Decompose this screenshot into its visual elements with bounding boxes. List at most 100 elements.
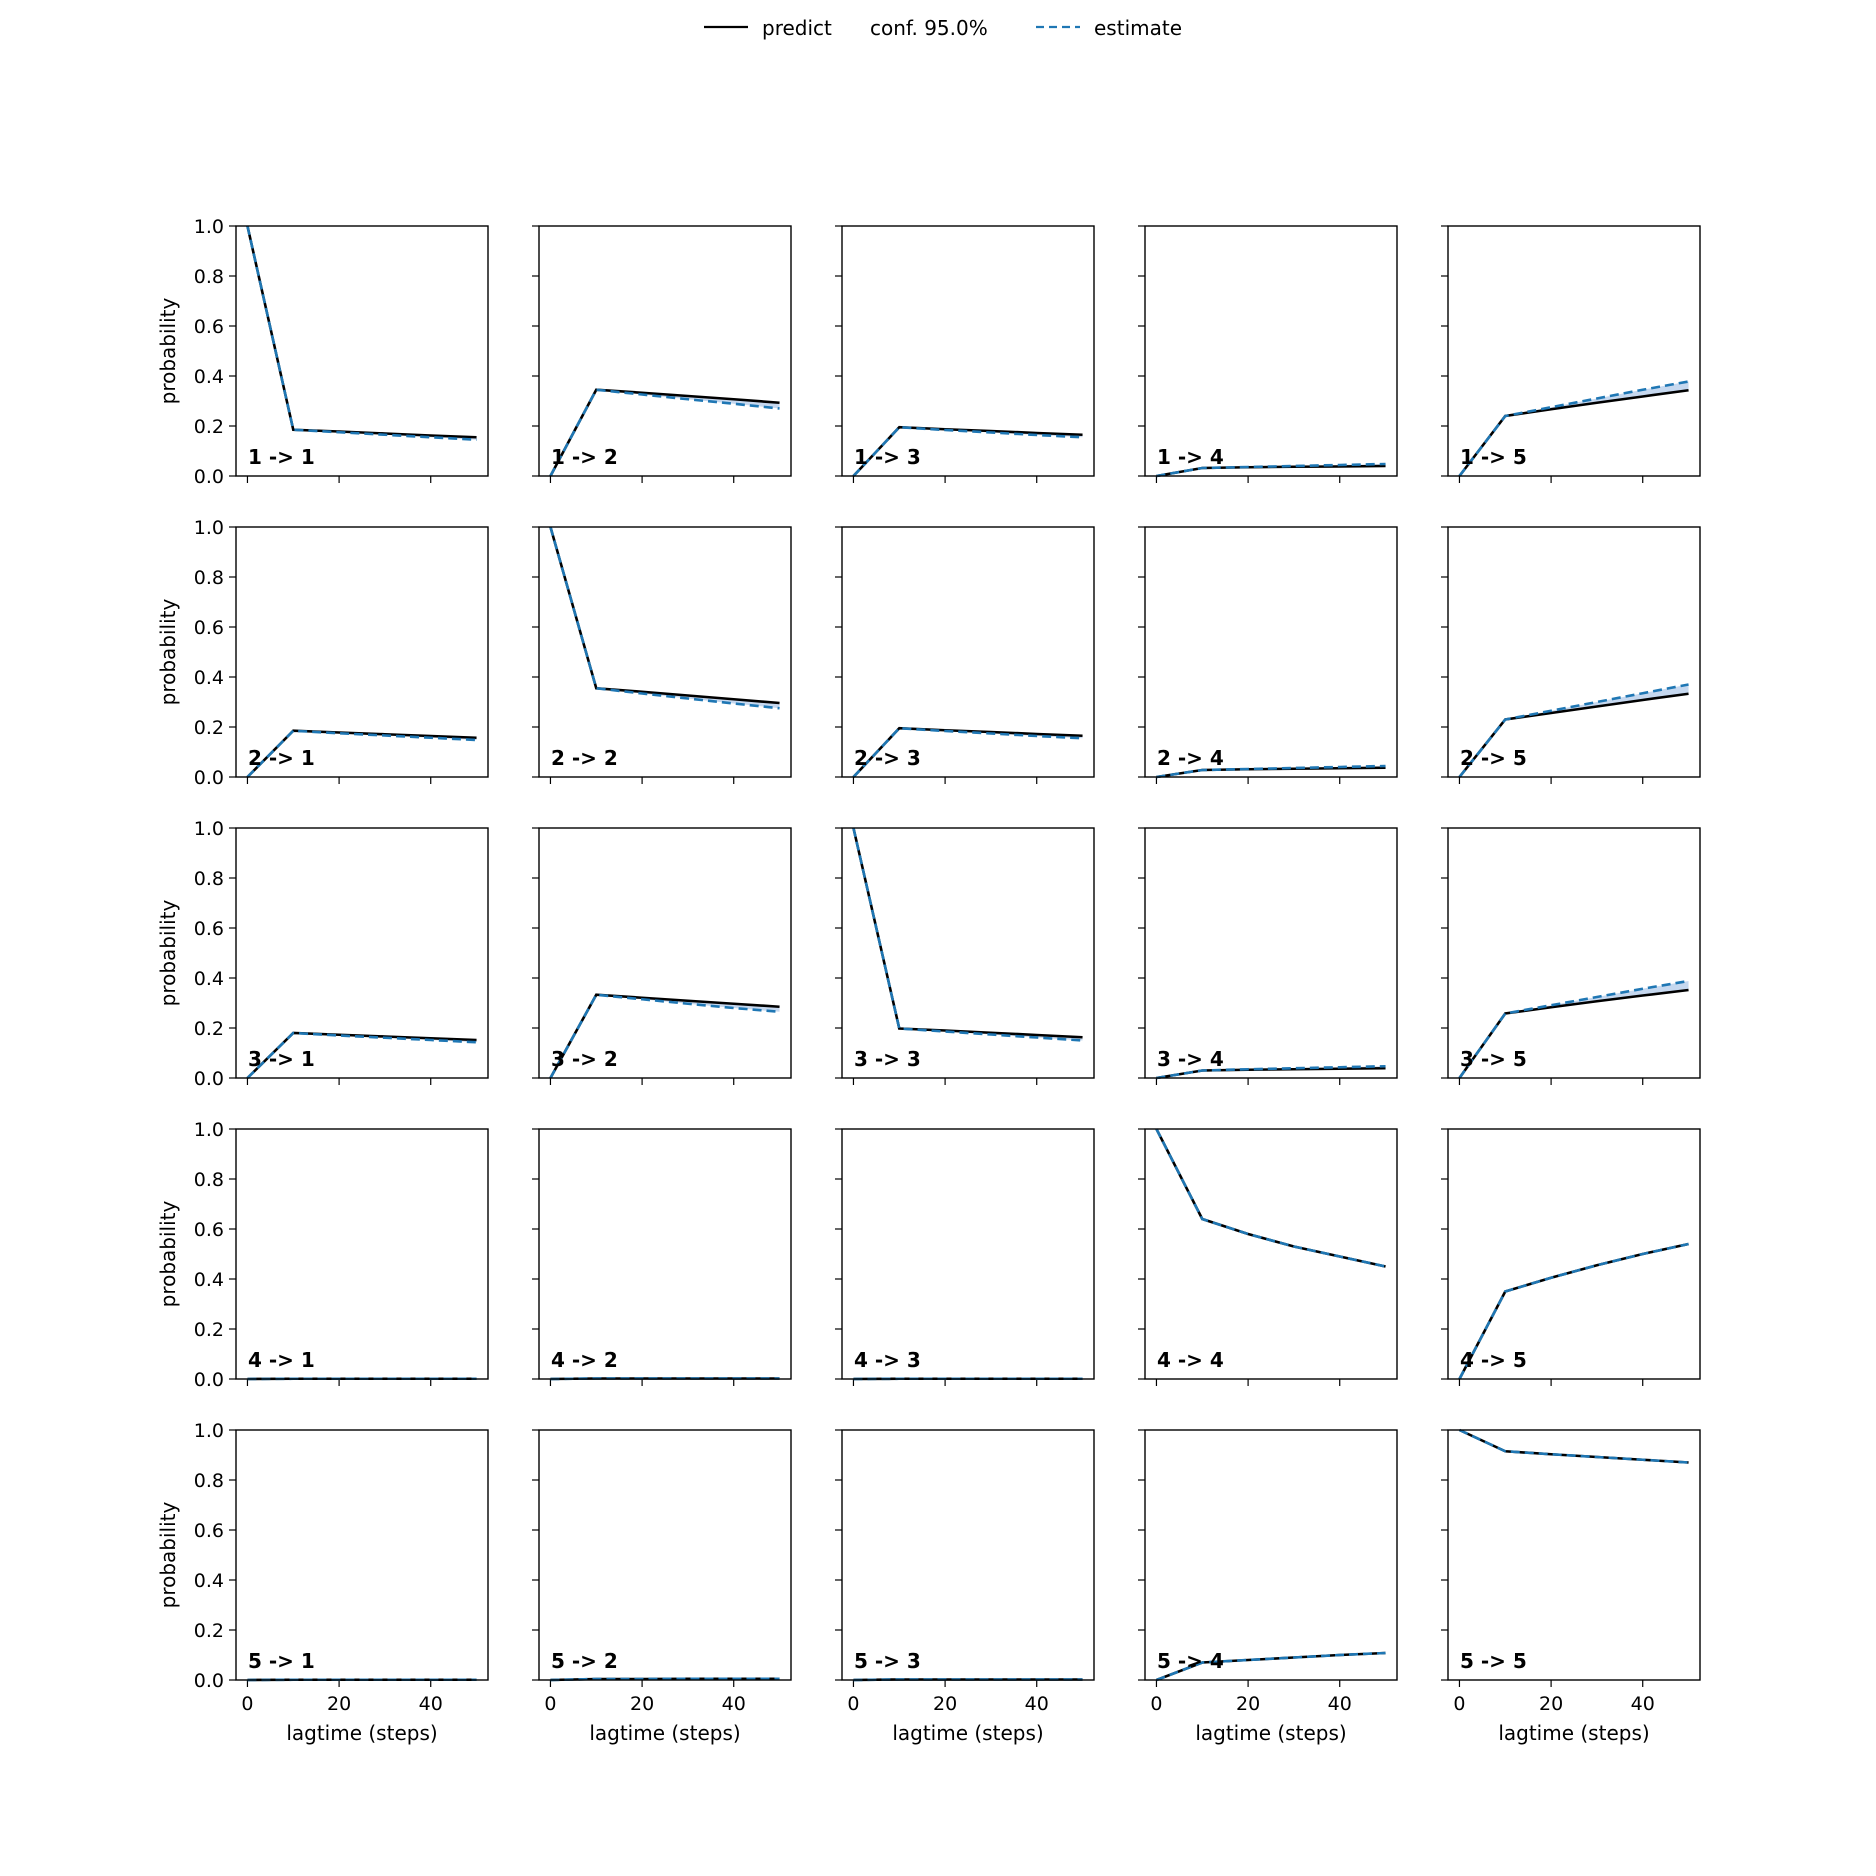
panel-3-4-estimate-line [1156,1064,1386,1080]
panel-1-1-ylabel: probability [156,297,180,404]
panel-3-3-frame [841,827,1095,1079]
panel-1-1: 0.0 0.2 0.4 0.6 0.8 1.0 1 -> 1 probability [156,216,489,488]
legend-estimate-label: estimate [1094,16,1182,40]
panel-5-4: 0 20 40 5 -> 4 lagtime (steps) [1138,1429,1398,1745]
panel-3-5-estimate-line [1458,979,1689,1079]
panel-3-3-estimate-line [852,827,1083,1042]
panel-1-1-transition-label: 1 -> 1 [248,445,315,469]
panel-5-3-xtick-label: 40 [1025,1693,1049,1715]
panel-5-2-transition-label: 5 -> 2 [551,1649,618,1673]
panel-2-2-estimate-line [549,526,780,710]
panel-2-5: 2 -> 5 [1441,526,1701,784]
panel-5-5-transition-label: 5 -> 5 [1460,1649,1527,1673]
panel-5-5-xtick-label: 0 [1453,1693,1465,1715]
panel-4-1-transition-label: 4 -> 1 [248,1348,315,1372]
panel-4-3-frame [841,1128,1095,1380]
panel-1-1-ytick-label: 0.0 [194,466,224,488]
panel-4-1-ytick-label: 0.8 [194,1169,224,1191]
legend-conf-label: conf. 95.0% [870,16,988,40]
panel-1-5-frame [1447,225,1701,477]
panel-3-1-ytick-label: 0.2 [194,1018,224,1040]
panel-4-2: 4 -> 2 [532,1128,792,1386]
panel-3-3-transition-label: 3 -> 3 [854,1047,921,1071]
panel-2-3-transition-label: 2 -> 3 [854,746,921,770]
panel-2-4-frame [1144,526,1398,778]
panel-4-5: 4 -> 5 [1441,1128,1701,1386]
panel-5-1-xtick-label: 20 [327,1693,351,1715]
panel-3-2-estimate-line [549,993,780,1079]
panel-5-1-xtick-label: 40 [419,1693,443,1715]
panel-1-1-frame [235,225,489,477]
panel-2-1-ytick-label: 1.0 [194,517,224,539]
panel-4-1-frame [235,1128,489,1380]
panel-1-1-ytick-label: 0.6 [194,316,224,338]
panel-5-5-estimate-line [1458,1428,1689,1464]
panel-2-1-frame [235,526,489,778]
panel-3-3: 3 -> 3 [835,827,1095,1085]
panel-5-5-xlabel: lagtime (steps) [1498,1721,1649,1745]
panel-5-3: 0 20 40 5 -> 3 lagtime (steps) [835,1429,1095,1745]
panel-1-2-transition-label: 1 -> 2 [551,445,618,469]
panel-5-4-xtick-label: 40 [1328,1693,1352,1715]
panel-2-1-ytick-label: 0.0 [194,767,224,789]
panel-2-4-transition-label: 2 -> 4 [1157,746,1224,770]
panel-2-3-estimate-line [852,726,1083,778]
subplot-grid: 0.0 0.2 0.4 0.6 0.8 1.0 1 -> 1 probability 1 -> … [156,216,1701,1745]
panel-5-1-transition-label: 5 -> 1 [248,1649,315,1673]
panel-3-4-frame [1144,827,1398,1079]
panel-5-5: 0 20 40 5 -> 5 lagtime (steps) [1441,1428,1701,1745]
panel-4-1-ytick-label: 0.4 [194,1269,224,1291]
panel-2-1-estimate-line [246,729,477,778]
panel-3-4: 3 -> 4 [1138,827,1398,1085]
panel-5-5-xtick-label: 20 [1539,1693,1563,1715]
panel-3-2: 3 -> 2 [532,827,792,1085]
panel-2-5-confidence-band [1459,684,1689,777]
panel-3-1-ytick-label: 0.0 [194,1068,224,1090]
panel-5-3-xtick-label: 0 [847,1693,859,1715]
panel-5-1-ytick-label: 1.0 [194,1420,224,1442]
panel-5-4-frame [1144,1429,1398,1681]
panel-4-1-ytick-label: 0.0 [194,1369,224,1391]
panel-5-1-ytick-label: 0.2 [194,1620,224,1642]
panel-3-1-frame [235,827,489,1079]
panel-1-3-transition-label: 1 -> 3 [854,445,921,469]
panel-2-1-ytick-label: 0.2 [194,717,224,739]
panel-2-1-ylabel: probability [156,598,180,705]
panel-4-4-transition-label: 4 -> 4 [1157,1348,1224,1372]
panel-4-2-frame [538,1128,792,1380]
panel-5-5-xtick-label: 40 [1631,1693,1655,1715]
panel-5-2: 0 20 40 5 -> 2 lagtime (steps) [532,1429,792,1745]
panel-1-3-estimate-line [852,425,1083,477]
panel-5-2-xlabel: lagtime (steps) [589,1721,740,1745]
panel-2-1: 0.0 0.2 0.4 0.6 0.8 1.0 2 -> 1 probability [156,517,489,789]
panel-5-4-estimate-line [1155,1651,1386,1682]
panel-1-3-frame [841,225,1095,477]
panel-5-4-xlabel: lagtime (steps) [1195,1721,1346,1745]
panel-5-1-ytick-label: 0.6 [194,1520,224,1542]
panel-4-5-frame [1447,1128,1701,1380]
panel-5-4-transition-label: 5 -> 4 [1157,1649,1224,1673]
panel-5-2-xtick-label: 0 [544,1693,556,1715]
panel-4-4-estimate-line [1155,1128,1386,1268]
panel-5-3-xlabel: lagtime (steps) [892,1721,1043,1745]
panel-5-1-ylabel: probability [156,1501,180,1608]
panel-3-2-frame [538,827,792,1079]
panel-1-3-predict-line [852,425,1083,477]
panel-1-4-transition-label: 1 -> 4 [1157,445,1224,469]
panel-3-1-estimate-line [246,1031,477,1079]
panel-3-5: 3 -> 5 [1441,827,1701,1085]
panel-4-4: 4 -> 4 [1138,1128,1398,1386]
panel-3-1-ytick-label: 0.8 [194,868,224,890]
panel-2-4: 2 -> 4 [1138,526,1398,784]
panel-5-2-estimate-line [550,1677,780,1682]
panel-2-3-predict-line [852,726,1083,778]
panel-3-2-predict-line [549,993,780,1079]
panel-2-1-ytick-label: 0.8 [194,567,224,589]
panel-5-1-ytick-label: 0.4 [194,1570,224,1592]
panel-4-1-ylabel: probability [156,1200,180,1307]
panel-1-3: 1 -> 3 [835,225,1095,483]
panel-4-4-frame [1144,1128,1398,1380]
panel-5-3-transition-label: 5 -> 3 [854,1649,921,1673]
panel-1-4: 1 -> 4 [1138,225,1398,483]
panel-5-1-xlabel: lagtime (steps) [286,1721,437,1745]
